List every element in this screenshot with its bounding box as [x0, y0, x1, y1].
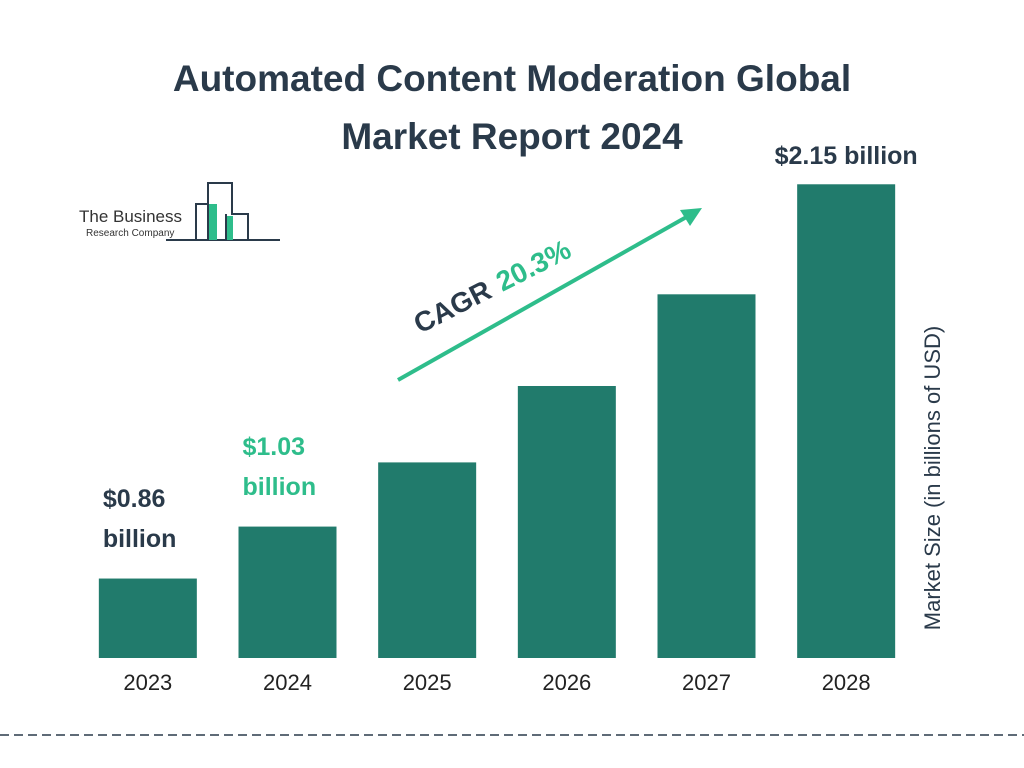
value-label: $1.03 billion: [242, 432, 317, 501]
logo-line2: Research Company: [86, 228, 174, 239]
chart-title: Automated Content Moderation Global Mark…: [172, 58, 852, 157]
cagr-label: CAGR: [409, 274, 497, 339]
value-label: $2.15 billion: [774, 142, 918, 171]
bar: [378, 462, 477, 658]
y-axis-label: Market Size (in billions of USD): [920, 326, 945, 630]
x-tick-label: 2027: [682, 670, 731, 695]
bar: [797, 184, 896, 658]
bar: [98, 578, 197, 658]
x-tick-label: 2023: [123, 670, 172, 695]
x-tick-label: 2026: [542, 670, 591, 695]
logo-line1: The Business: [79, 207, 182, 226]
cagr: CAGR20.3%: [409, 234, 576, 340]
x-tick-label: 2024: [263, 670, 312, 695]
value-label: $0.86 billion: [102, 484, 177, 553]
logo: The Business Research Company: [79, 182, 280, 241]
x-tick-label: 2028: [822, 670, 871, 695]
bar: [238, 526, 337, 658]
x-tick-label: 2025: [403, 670, 452, 695]
bar: [517, 385, 616, 658]
cagr-arrow: [397, 208, 702, 382]
bar: [657, 294, 756, 658]
